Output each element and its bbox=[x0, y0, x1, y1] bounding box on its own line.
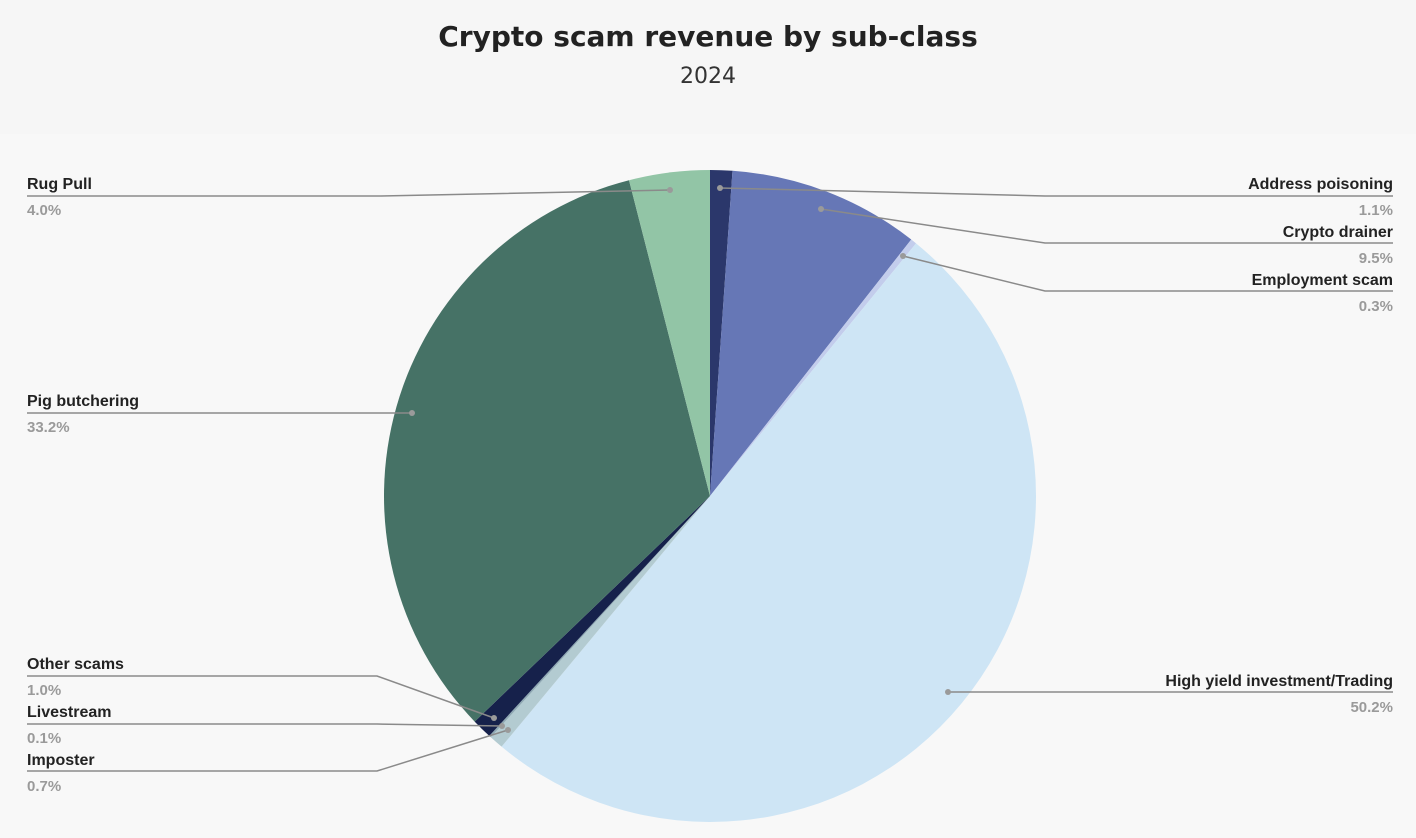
slice-percent-pig-butchering: 33.2% bbox=[27, 419, 70, 436]
pie-slice-rug-pull bbox=[629, 170, 710, 496]
leader-line-other-scams bbox=[27, 675, 495, 719]
slice-percent-livestream: 0.1% bbox=[27, 730, 61, 747]
slice-percent-high-yield-investment-trading: 50.2% bbox=[1350, 699, 1393, 716]
pie-slice-high-yield-investment-trading bbox=[501, 243, 1037, 823]
chart-subtitle: 2024 bbox=[680, 64, 736, 89]
leader-dot-rug-pull bbox=[667, 187, 673, 193]
slice-label-crypto-drainer: Crypto drainer bbox=[1283, 224, 1393, 241]
leader-line-rug-pull bbox=[27, 189, 671, 197]
leader-line-address-poisoning bbox=[719, 187, 1393, 197]
leader-line-livestream bbox=[27, 723, 503, 727]
slice-label-imposter: Imposter bbox=[27, 752, 95, 769]
pie-slice-crypto-drainer bbox=[710, 170, 912, 496]
slice-percent-employment-scam: 0.3% bbox=[1359, 298, 1393, 315]
slice-label-address-poisoning: Address poisoning bbox=[1248, 176, 1393, 193]
leader-line-imposter bbox=[27, 729, 509, 772]
pie-slice-pig-butchering bbox=[384, 180, 710, 722]
pie-slice-employment-scam bbox=[710, 239, 917, 496]
pie-slice-imposter bbox=[490, 496, 710, 747]
header-band bbox=[0, 0, 1416, 134]
leader-line-crypto-drainer bbox=[820, 208, 1393, 244]
slice-percent-imposter: 0.7% bbox=[27, 778, 61, 795]
leader-dot-high-yield-investment-trading bbox=[945, 689, 951, 695]
pie-slice-other-scams bbox=[474, 496, 710, 736]
slice-label-rug-pull: Rug Pull bbox=[27, 176, 92, 193]
leader-dot-employment-scam bbox=[900, 253, 906, 259]
slice-percent-rug-pull: 4.0% bbox=[27, 202, 61, 219]
leader-dot-livestream bbox=[499, 723, 505, 729]
slice-label-employment-scam: Employment scam bbox=[1252, 272, 1393, 289]
slice-percent-other-scams: 1.0% bbox=[27, 682, 61, 699]
pie-slice-livestream bbox=[489, 496, 710, 738]
slice-label-other-scams: Other scams bbox=[27, 656, 124, 673]
slice-percent-crypto-drainer: 9.5% bbox=[1359, 250, 1393, 267]
chart-title: Crypto scam revenue by sub-class bbox=[438, 20, 978, 53]
pie-slice-address-poisoning bbox=[710, 170, 733, 496]
slice-label-high-yield-investment-trading: High yield investment/Trading bbox=[1165, 673, 1393, 690]
leader-dot-imposter bbox=[505, 727, 511, 733]
slice-percent-address-poisoning: 1.1% bbox=[1359, 202, 1393, 219]
leader-line-employment-scam bbox=[902, 255, 1393, 292]
leader-dot-other-scams bbox=[491, 715, 497, 721]
leader-dot-crypto-drainer bbox=[818, 206, 824, 212]
leader-dot-pig-butchering bbox=[409, 410, 415, 416]
leader-dot-address-poisoning bbox=[717, 185, 723, 191]
slice-label-pig-butchering: Pig butchering bbox=[27, 393, 139, 410]
slice-label-livestream: Livestream bbox=[27, 704, 112, 721]
